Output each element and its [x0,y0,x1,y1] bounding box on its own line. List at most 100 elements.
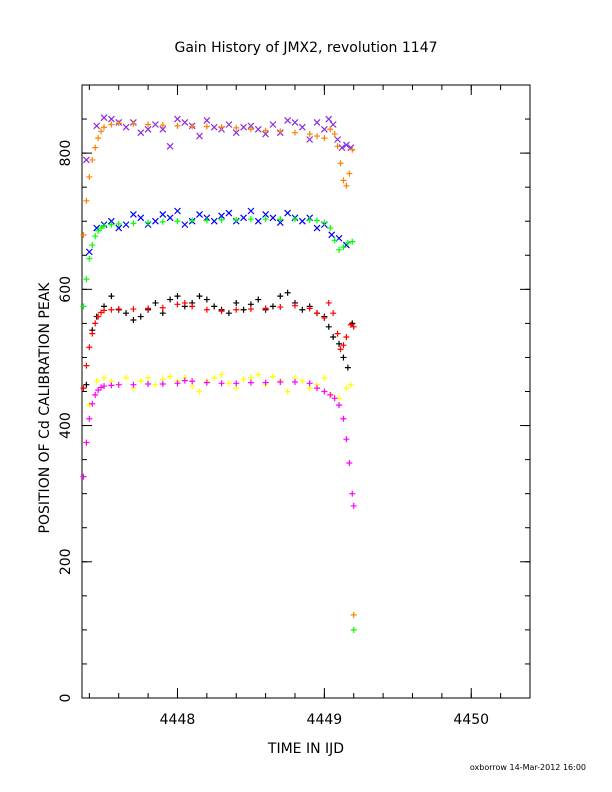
data-point [233,216,240,223]
data-point [167,373,174,380]
data-point [145,374,152,381]
data-point [337,160,344,167]
data-point [137,313,144,320]
data-point [350,502,357,509]
data-point [349,146,356,153]
series-3 [85,207,350,256]
data-point [211,374,218,381]
data-point [181,299,188,306]
data-point [327,126,334,133]
data-point [233,380,240,387]
data-point [189,123,196,130]
data-point [334,330,341,337]
data-point [80,385,87,392]
data-point [240,376,247,383]
data-point [130,316,137,323]
data-point [306,305,313,312]
data-point [342,141,350,149]
data-point [291,129,298,136]
y-tick-label: 400 [58,412,74,439]
data-point [159,122,166,129]
data-point [80,473,87,480]
data-point [86,255,93,262]
data-point [306,131,313,138]
data-point [233,124,240,131]
data-point [115,120,122,127]
data-point [225,310,232,317]
plot-frame [81,84,531,699]
data-point [137,129,145,137]
data-point [299,306,306,313]
data-point [145,305,152,312]
data-point [189,378,196,385]
data-point [328,231,336,239]
data-point [181,119,189,126]
series-5 [83,289,356,388]
data-point [181,221,189,229]
data-point [254,217,262,225]
data-point [159,304,166,311]
data-point [174,218,181,225]
data-point [85,248,93,256]
data-point [340,177,347,184]
data-point [330,334,337,341]
data-point [298,217,306,225]
data-point [314,310,321,317]
y-tick-label: 600 [58,276,74,303]
data-point [291,302,298,309]
data-point [327,391,334,398]
data-point [321,219,328,226]
data-point [247,306,254,313]
data-point [145,381,152,388]
data-point [277,304,284,311]
data-point [336,246,343,253]
y-axis-label: POSITION OF Cd CALIBRATION PEAK [37,282,53,534]
data-point [189,303,196,310]
data-point [298,123,306,131]
data-point [89,330,96,337]
data-point [152,121,159,128]
data-point [334,143,341,150]
data-point [262,130,270,138]
data-point [350,323,357,330]
data-point [174,122,181,129]
data-point [325,115,333,123]
data-point [291,216,298,223]
data-point [92,391,99,398]
data-point [233,299,240,306]
data-point [203,379,210,386]
data-point [210,123,218,131]
data-point [167,296,174,303]
data-point [218,212,225,220]
data-point [107,217,115,225]
data-point [343,334,350,341]
data-point [159,210,167,218]
data-point [122,123,130,131]
y-tick-label: 0 [58,694,74,703]
data-point [340,244,347,251]
data-point [144,125,152,133]
data-point [269,121,277,128]
data-point [320,125,328,133]
data-point [338,144,346,152]
data-point [92,320,99,327]
data-point [159,125,167,133]
data-point [340,342,347,349]
data-point [340,354,347,361]
data-point [344,240,351,247]
data-point [350,626,357,633]
footer-credit: oxborrow 14-Mar-2012 16:00 [470,763,586,772]
data-point [86,173,93,180]
data-point [101,124,108,131]
data-point [101,374,108,381]
data-point [331,237,338,244]
data-point [313,224,321,232]
data-point [299,378,306,385]
data-point [218,371,225,378]
data-point [108,382,115,389]
data-point [247,207,255,215]
data-point [83,439,90,446]
chart-title: Gain History of JMX2, revolution 1147 [174,40,437,56]
data-point [232,129,240,137]
data-marks [80,114,357,633]
